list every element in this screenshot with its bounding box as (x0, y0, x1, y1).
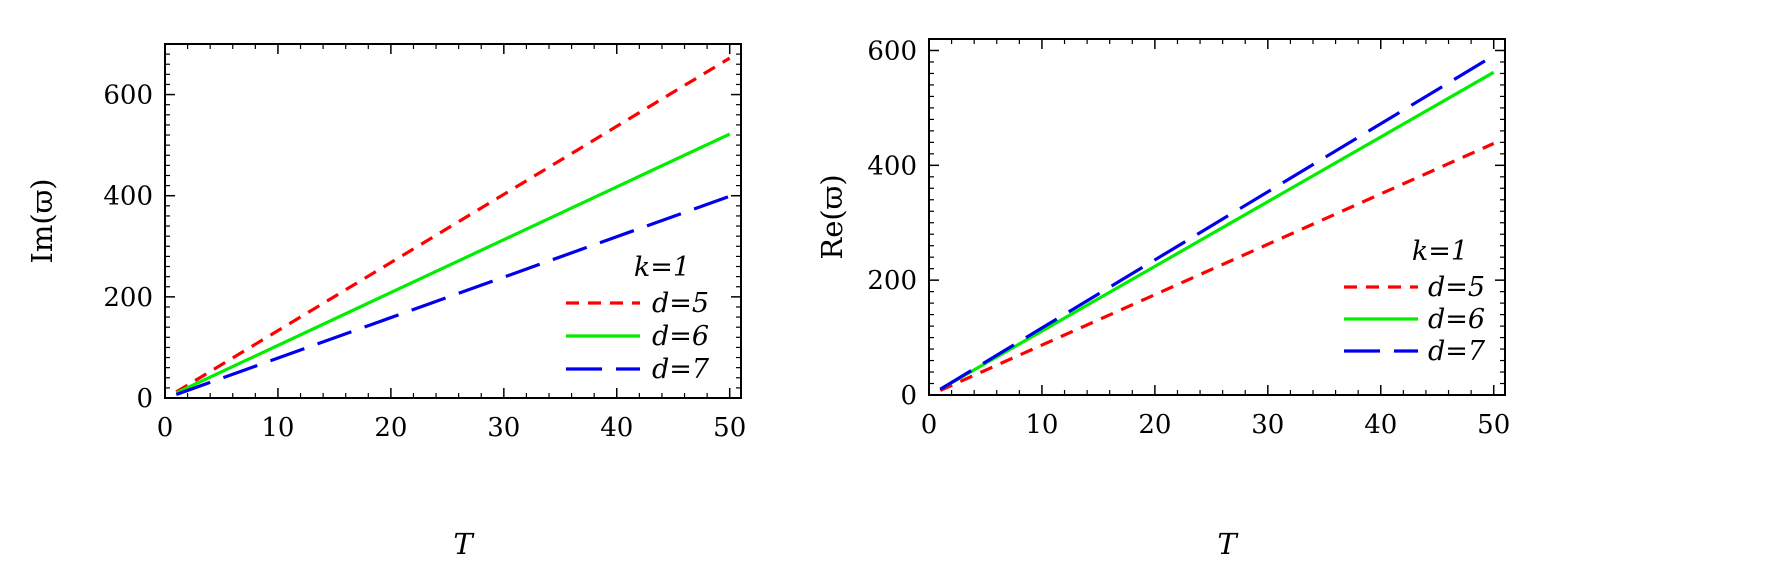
x-tick-label: 20 (1138, 410, 1171, 440)
legend-title: k=1 (634, 252, 690, 283)
x-tick-label: 30 (1251, 410, 1284, 440)
series-line-d-6 (939, 70, 1495, 391)
y-tick-label: 200 (867, 266, 917, 296)
x-tick-label: 30 (487, 413, 520, 443)
legend-title: k=1 (1412, 236, 1468, 267)
x-tick-label: 10 (261, 413, 294, 443)
x-tick-label: 0 (921, 410, 938, 440)
series-line-d-5 (175, 56, 731, 394)
series-line-d-6 (175, 132, 731, 395)
y-tick-label: 600 (867, 36, 917, 66)
y-tick-label: 400 (103, 182, 153, 212)
legend-label-d-7: d=7 (1428, 336, 1486, 367)
y-tick-label: 400 (867, 151, 917, 181)
x-tick-label: 0 (157, 413, 174, 443)
x-tick-label: 40 (1364, 410, 1397, 440)
legend-label-d-6: d=6 (1428, 304, 1485, 335)
x-axis-title: T (1217, 527, 1239, 561)
x-tick-label: 20 (374, 413, 407, 443)
legend-label-d-7: d=7 (652, 354, 710, 385)
x-axis-title: T (453, 527, 475, 561)
series-line-d-5 (939, 142, 1495, 392)
x-tick-label: 50 (1477, 410, 1510, 440)
chart-panel-1: 0 10 20 30 40 50 0 200 400 600 T Im(ϖ) k=1 d=5d=6d=7 (25, 43, 746, 561)
chart-panel-2: 0 10 20 30 40 50 0 200 400 600 T Re(ϖ) k=1 d=5d=6d=7 (815, 36, 1510, 561)
x-tick-label: 40 (600, 413, 633, 443)
y-axis-title: Im(ϖ) (25, 178, 59, 263)
legend-label-d-5: d=5 (652, 288, 709, 319)
y-tick-label: 600 (103, 81, 153, 111)
x-tick-label: 50 (713, 413, 746, 443)
plot-frame (928, 38, 1506, 396)
series-line-d-7 (175, 194, 731, 396)
x-tick-label: 10 (1025, 410, 1058, 440)
series-line-d-7 (939, 54, 1495, 391)
legend-label-d-5: d=5 (1428, 272, 1485, 303)
y-axis-title: Re(ϖ) (815, 174, 849, 259)
plot-frame (164, 43, 742, 399)
legend-label-d-6: d=6 (652, 321, 709, 352)
y-tick-label: 0 (136, 384, 153, 414)
y-tick-label: 200 (103, 283, 153, 313)
y-tick-label: 0 (900, 381, 917, 411)
